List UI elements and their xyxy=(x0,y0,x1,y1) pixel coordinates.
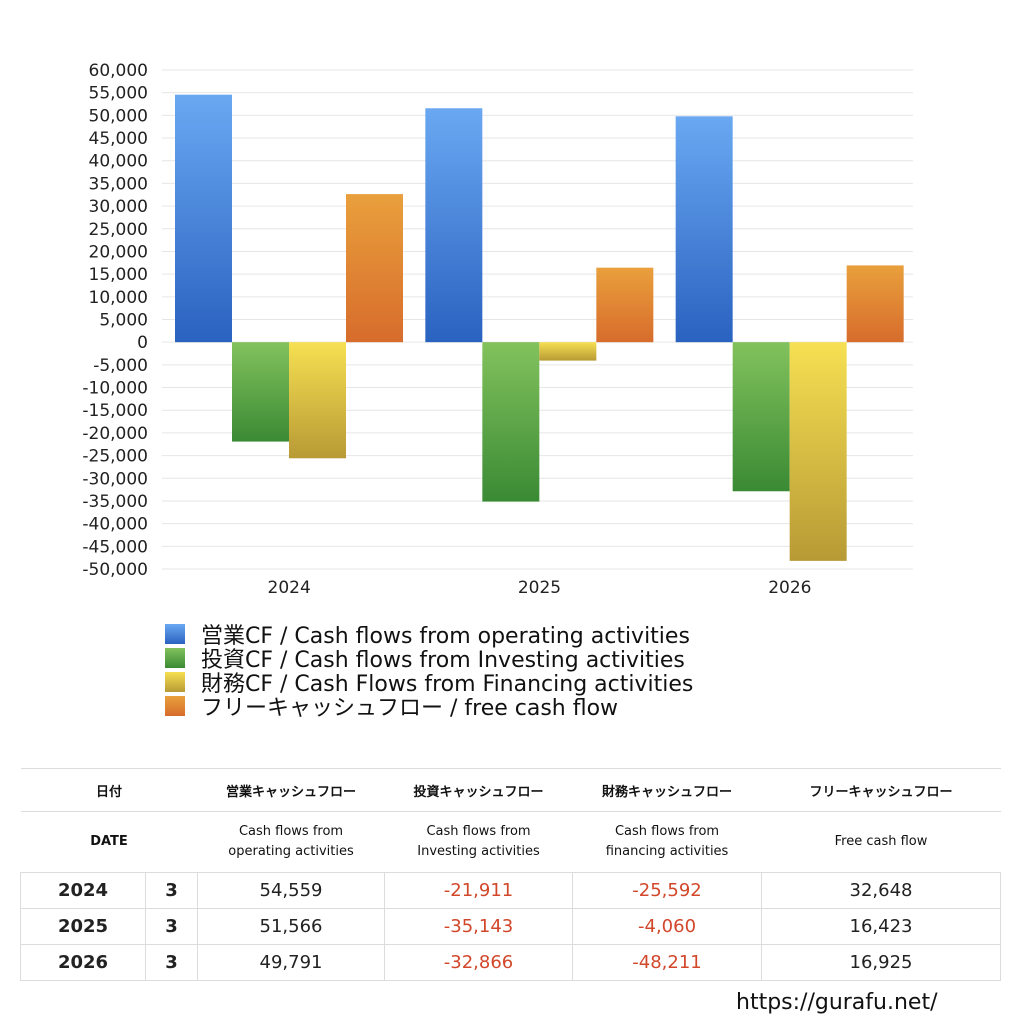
bar-operating-2025 xyxy=(425,108,483,343)
bar-investing-2024 xyxy=(232,342,289,442)
y-tick-label: -35,000 xyxy=(82,492,148,512)
bars xyxy=(175,94,904,561)
row-operating: 54,559 xyxy=(197,872,386,909)
y-tick-label: 35,000 xyxy=(89,174,148,194)
bar-financing-2026 xyxy=(789,342,847,561)
header-free-en: Free cash flow xyxy=(761,811,1001,873)
legend-item-free: フリーキャッシュフロー / free cash flow xyxy=(165,694,693,721)
y-tick-label: 5,000 xyxy=(99,311,148,331)
y-tick-label: 40,000 xyxy=(89,152,148,172)
y-tick-label: -45,000 xyxy=(82,537,148,557)
header-operating-en-line1: Cash flows from xyxy=(238,824,344,839)
y-tick-label: 20,000 xyxy=(89,242,148,262)
header-investing-jp: 投資キャッシュフロー xyxy=(384,768,573,812)
header-investing-en: Cash flows from Investing activities xyxy=(384,811,573,873)
legend-swatch-operating xyxy=(165,624,185,644)
legend-label-free: フリーキャッシュフロー / free cash flow xyxy=(201,696,619,721)
bar-free-2026 xyxy=(846,265,904,343)
row-investing: -21,911 xyxy=(384,872,574,909)
header-date-jp: 日付 xyxy=(20,768,198,812)
y-tick-label: 10,000 xyxy=(89,288,148,308)
cash-flow-chart: -50,000 -45,000-40,000 -35,000 -30,000-25,0… xyxy=(82,61,913,598)
y-tick-label: -5,000 xyxy=(93,356,148,376)
legend-label-investing: 投資CF / Cash flows from Investing activit… xyxy=(201,648,685,673)
y-tick-label: 45,000 xyxy=(89,129,148,149)
row-month: 3 xyxy=(144,944,199,981)
row-free: 32,648 xyxy=(761,872,1002,909)
table-row: 2025 3 51,566 -35,143 -4,060 16,423 xyxy=(20,908,1002,945)
row-month: 3 xyxy=(144,908,199,945)
y-tick-label: 25,000 xyxy=(89,220,148,240)
bar-free-2024 xyxy=(346,194,403,343)
y-tick-label: 60,000 xyxy=(89,61,148,81)
y-tick-label: -40,000 xyxy=(82,515,148,535)
header-operating-en: Cash flows from operating activities xyxy=(197,811,385,873)
x-tick-label: 2026 xyxy=(768,578,811,598)
row-financing: -48,211 xyxy=(572,944,763,981)
x-tick-label: 2025 xyxy=(518,578,561,598)
header-financing-en-line1: Cash flows from xyxy=(614,824,720,839)
row-year: 2025 xyxy=(20,908,146,945)
row-financing: -4,060 xyxy=(572,908,763,945)
header-date-en: DATE xyxy=(20,811,198,873)
x-tick-label: 2024 xyxy=(268,578,311,598)
bar-financing-2024 xyxy=(289,342,346,459)
y-tick-label: -25,000 xyxy=(82,447,148,467)
y-tick-label: 50,000 xyxy=(89,106,148,126)
legend-item-financing: 財務CF / Cash Flows from Financing activit… xyxy=(165,670,693,697)
y-tick-label: -15,000 xyxy=(82,401,148,421)
legend-swatch-investing xyxy=(165,648,185,668)
row-free: 16,925 xyxy=(761,944,1002,981)
legend-item-operating: 営業CF / Cash flows from operating activit… xyxy=(165,622,693,649)
y-tick-label: -10,000 xyxy=(82,379,148,399)
row-operating: 51,566 xyxy=(197,908,386,945)
cash-flow-table: 日付 営業キャッシュフロー 投資キャッシュフロー 財務キャッシュフロー フリーキ… xyxy=(20,768,1002,981)
row-month: 3 xyxy=(144,872,199,909)
table-header-jp: 日付 営業キャッシュフロー 投資キャッシュフロー 財務キャッシュフロー フリーキ… xyxy=(20,768,1001,812)
y-tick-label: 15,000 xyxy=(89,265,148,285)
header-investing-en-line2: Investing activities xyxy=(417,844,540,859)
header-operating-en-line2: operating activities xyxy=(228,844,354,859)
bar-free-2025 xyxy=(596,267,654,343)
row-operating: 49,791 xyxy=(197,944,386,981)
table-header-en: DATE Cash flows from operating activitie… xyxy=(20,811,1001,873)
x-axis-ticks: 2024 2025 2026 xyxy=(268,578,812,598)
y-tick-label: -30,000 xyxy=(82,469,148,489)
legend-label-financing: 財務CF / Cash Flows from Financing activit… xyxy=(201,672,694,697)
row-year: 2024 xyxy=(20,872,146,909)
y-tick-label: -50,000 xyxy=(82,560,148,580)
legend: 営業CF / Cash flows from operating activit… xyxy=(165,622,693,721)
header-financing-en-line2: financing activities xyxy=(605,844,729,859)
y-tick-label: 55,000 xyxy=(89,84,148,104)
header-operating-jp: 営業キャッシュフロー xyxy=(197,768,385,812)
header-financing-en: Cash flows from financing activities xyxy=(572,811,762,873)
row-investing: -35,143 xyxy=(384,908,574,945)
legend-label-operating: 営業CF / Cash flows from operating activit… xyxy=(201,624,690,649)
y-tick-label: -20,000 xyxy=(82,424,148,444)
bar-operating-2026 xyxy=(675,116,733,343)
bar-operating-2024 xyxy=(175,94,232,343)
row-financing: -25,592 xyxy=(572,872,763,909)
row-investing: -32,866 xyxy=(384,944,574,981)
header-investing-en-line1: Cash flows from xyxy=(426,824,531,839)
header-financing-jp: 財務キャッシュフロー xyxy=(572,768,762,812)
legend-swatch-free xyxy=(165,696,185,716)
y-axis-ticks: -50,000 -45,000-40,000 -35,000 -30,000-25,0… xyxy=(82,61,148,580)
legend-item-investing: 投資CF / Cash flows from Investing activit… xyxy=(165,646,693,673)
bar-investing-2026 xyxy=(732,342,790,492)
y-tick-label: 0 xyxy=(137,333,148,353)
bar-financing-2025 xyxy=(539,342,597,361)
table-row: 2026 3 49,791 -32,866 -48,211 16,925 xyxy=(20,944,1002,981)
row-year: 2026 xyxy=(20,944,146,981)
table-row: 2024 3 54,559 -21,911 -25,592 32,648 xyxy=(20,872,1002,909)
bar-investing-2025 xyxy=(482,342,540,502)
legend-swatch-financing xyxy=(165,672,185,692)
y-tick-label: 30,000 xyxy=(89,197,148,217)
header-free-jp: フリーキャッシュフロー xyxy=(761,768,1001,812)
site-url-link[interactable]: https://gurafu.net/ xyxy=(736,990,938,1015)
row-free: 16,423 xyxy=(761,908,1002,945)
